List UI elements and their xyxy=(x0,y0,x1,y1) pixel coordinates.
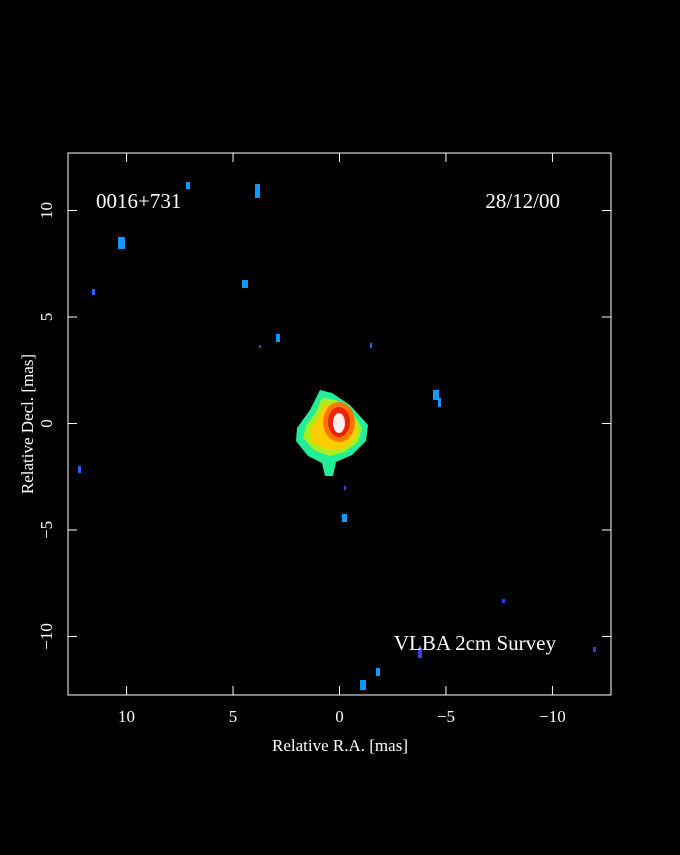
y-tick-label: −10 xyxy=(37,623,56,650)
source-label: 0016+731 xyxy=(96,189,181,213)
y-tick-label: −5 xyxy=(37,521,56,539)
x-tick-label: −10 xyxy=(539,707,566,726)
y-tick-label: 10 xyxy=(37,202,56,219)
y-tick-label: 5 xyxy=(37,313,56,322)
y-axis-label: Relative Decl. [mas] xyxy=(18,354,37,494)
date-label: 28/12/00 xyxy=(485,189,560,213)
x-tick-label: 5 xyxy=(229,707,238,726)
x-axis-label: Relative R.A. [mas] xyxy=(272,736,408,755)
x-tick-label: 0 xyxy=(335,707,344,726)
y-tick-label: 0 xyxy=(37,419,56,428)
radio-map xyxy=(78,182,596,690)
x-tick-label: −5 xyxy=(437,707,455,726)
survey-label: VLBA 2cm Survey xyxy=(394,631,557,655)
x-tick-label: 10 xyxy=(118,707,135,726)
